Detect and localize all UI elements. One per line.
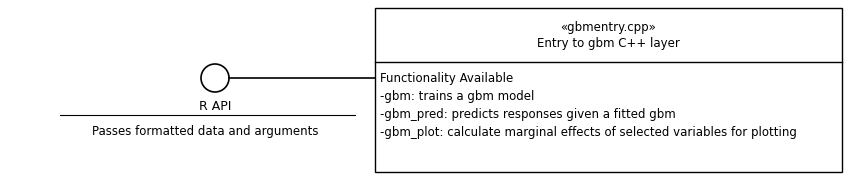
- Text: «gbmentry.cpp»: «gbmentry.cpp»: [560, 21, 656, 33]
- Text: -gbm_pred: predicts responses given a fitted gbm: -gbm_pred: predicts responses given a fi…: [380, 108, 676, 121]
- Text: -gbm_plot: calculate marginal effects of selected variables for plotting: -gbm_plot: calculate marginal effects of…: [380, 126, 796, 139]
- Text: Entry to gbm C++ layer: Entry to gbm C++ layer: [537, 37, 680, 50]
- Bar: [375, 8, 842, 172]
- Text: R API: R API: [199, 100, 231, 113]
- Text: -gbm: trains a gbm model: -gbm: trains a gbm model: [380, 90, 535, 103]
- Text: Passes formatted data and arguments: Passes formatted data and arguments: [92, 125, 318, 138]
- Text: Functionality Available: Functionality Available: [380, 72, 513, 85]
